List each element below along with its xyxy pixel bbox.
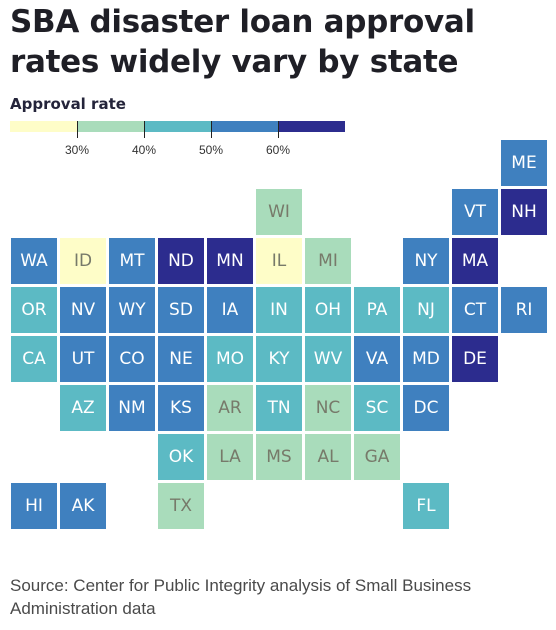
state-tile-or: OR bbox=[11, 287, 57, 333]
state-tile-ok: OK bbox=[158, 434, 204, 480]
state-tile-wy: WY bbox=[109, 287, 155, 333]
state-tile-il: IL bbox=[256, 238, 302, 284]
state-tile-pa: PA bbox=[354, 287, 400, 333]
state-tile-ga: GA bbox=[354, 434, 400, 480]
state-tile-ca: CA bbox=[11, 336, 57, 382]
state-tile-nh: NH bbox=[501, 189, 547, 235]
state-tile-ny: NY bbox=[403, 238, 449, 284]
state-tile-mt: MT bbox=[109, 238, 155, 284]
state-tile-map: ME WI VT NH WA ID MT ND MN IL MI NY MA OR NV WY SD IA IN OH… bbox=[11, 140, 547, 529]
legend-tick bbox=[144, 121, 145, 138]
state-tile-al: AL bbox=[305, 434, 351, 480]
state-tile-la: LA bbox=[207, 434, 253, 480]
state-tile-nv: NV bbox=[60, 287, 106, 333]
state-tile-ma: MA bbox=[452, 238, 498, 284]
state-tile-wa: WA bbox=[11, 238, 57, 284]
legend-swatch bbox=[211, 121, 278, 132]
legend-tick-label: 30% bbox=[64, 143, 90, 157]
state-tile-wi: WI bbox=[256, 189, 302, 235]
legend-swatch bbox=[278, 121, 345, 132]
legend-swatch bbox=[77, 121, 144, 132]
state-tile-id: ID bbox=[60, 238, 106, 284]
state-tile-ks: KS bbox=[158, 385, 204, 431]
state-tile-ky: KY bbox=[256, 336, 302, 382]
state-tile-wv: WV bbox=[305, 336, 351, 382]
state-tile-ms: MS bbox=[256, 434, 302, 480]
legend-tick bbox=[77, 121, 78, 138]
legend-tick-label: 40% bbox=[131, 143, 157, 157]
state-tile-nm: NM bbox=[109, 385, 155, 431]
state-tile-nj: NJ bbox=[403, 287, 449, 333]
state-tile-tn: TN bbox=[256, 385, 302, 431]
legend-tick-label: 60% bbox=[265, 143, 291, 157]
state-tile-ne: NE bbox=[158, 336, 204, 382]
state-tile-mo: MO bbox=[207, 336, 253, 382]
state-tile-in: IN bbox=[256, 287, 302, 333]
legend-swatch bbox=[144, 121, 211, 132]
legend-tick bbox=[211, 121, 212, 138]
state-tile-tx: TX bbox=[158, 483, 204, 529]
legend-title: Approval rate bbox=[10, 95, 126, 113]
state-tile-ri: RI bbox=[501, 287, 547, 333]
state-tile-dc: DC bbox=[403, 385, 449, 431]
state-tile-oh: OH bbox=[305, 287, 351, 333]
state-tile-ia: IA bbox=[207, 287, 253, 333]
legend-swatch bbox=[10, 121, 77, 132]
state-tile-va: VA bbox=[354, 336, 400, 382]
state-tile-sc: SC bbox=[354, 385, 400, 431]
state-tile-az: AZ bbox=[60, 385, 106, 431]
state-tile-mi: MI bbox=[305, 238, 351, 284]
state-tile-nc: NC bbox=[305, 385, 351, 431]
color-legend: 30% 40% 50% 60% bbox=[10, 121, 350, 161]
state-tile-me: ME bbox=[501, 140, 547, 186]
state-tile-de: DE bbox=[452, 336, 498, 382]
source-note: Source: Center for Public Integrity anal… bbox=[10, 576, 472, 618]
page-title: SBA disaster loan approval rates widely … bbox=[10, 4, 475, 80]
legend-tick-label: 50% bbox=[198, 143, 224, 157]
state-tile-ar: AR bbox=[207, 385, 253, 431]
state-tile-ct: CT bbox=[452, 287, 498, 333]
state-tile-ak: AK bbox=[60, 483, 106, 529]
state-tile-mn: MN bbox=[207, 238, 253, 284]
state-tile-co: CO bbox=[109, 336, 155, 382]
state-tile-fl: FL bbox=[403, 483, 449, 529]
state-tile-ut: UT bbox=[60, 336, 106, 382]
state-tile-md: MD bbox=[403, 336, 449, 382]
state-tile-vt: VT bbox=[452, 189, 498, 235]
state-tile-nd: ND bbox=[158, 238, 204, 284]
legend-tick bbox=[278, 121, 279, 138]
state-tile-sd: SD bbox=[158, 287, 204, 333]
state-tile-hi: HI bbox=[11, 483, 57, 529]
